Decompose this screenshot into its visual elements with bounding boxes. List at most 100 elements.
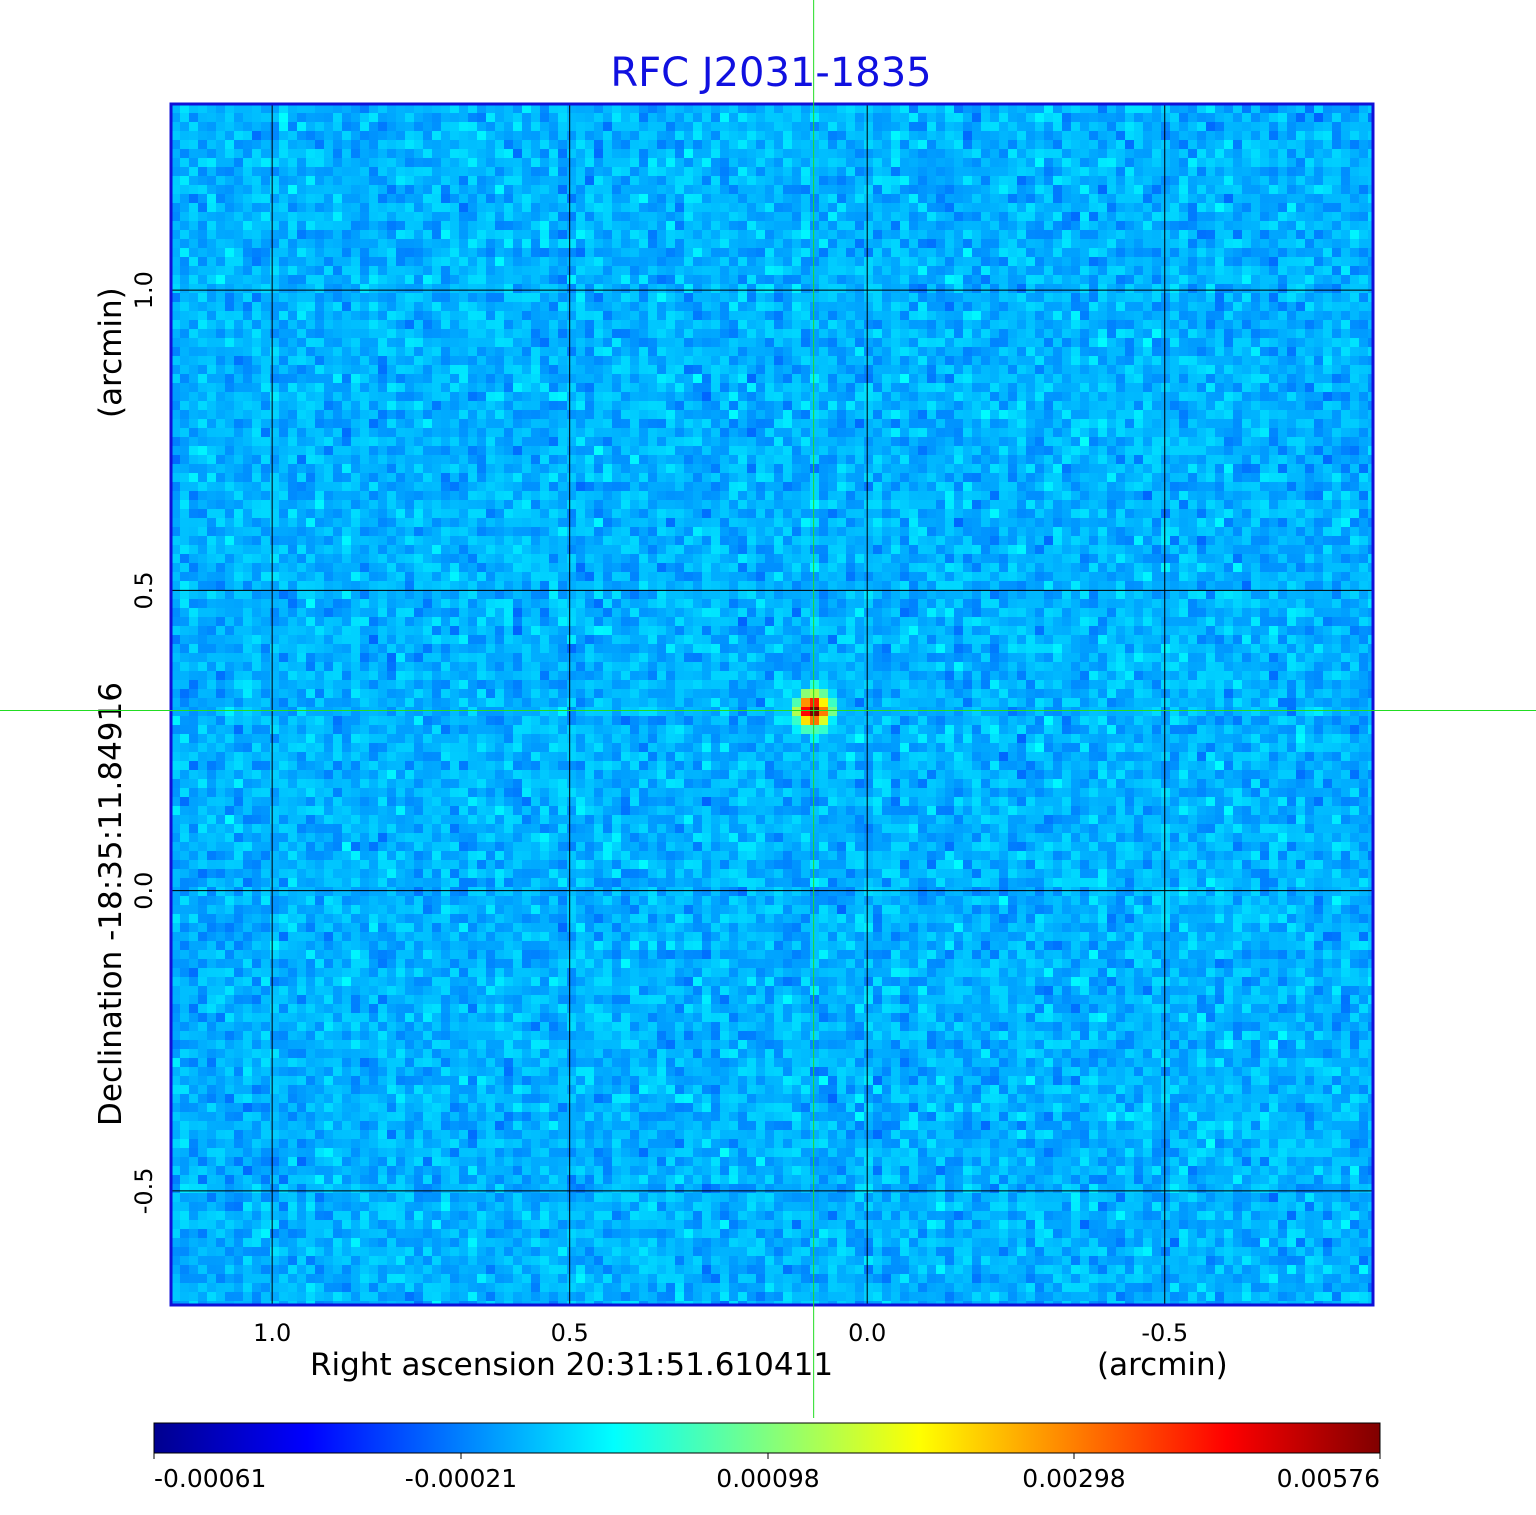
heatmap-cell xyxy=(1197,266,1207,276)
heatmap-cell xyxy=(522,329,532,339)
heatmap-cell xyxy=(216,437,226,447)
heatmap-cell xyxy=(864,212,874,222)
heatmap-cell xyxy=(405,131,415,141)
heatmap-cell xyxy=(450,311,460,321)
heatmap-cell xyxy=(1206,383,1216,393)
heatmap-cell xyxy=(801,140,811,150)
heatmap-cell xyxy=(1044,284,1054,294)
heatmap-cell xyxy=(1143,140,1153,150)
heatmap-cell xyxy=(1080,347,1090,357)
heatmap-cell xyxy=(1269,122,1279,132)
heatmap-cell xyxy=(1341,329,1351,339)
heatmap-cell xyxy=(540,320,550,330)
heatmap-cell xyxy=(720,320,730,330)
heatmap-cell xyxy=(936,365,946,375)
heatmap-cell xyxy=(747,230,757,240)
heatmap-cell xyxy=(1233,122,1243,132)
heatmap-cell xyxy=(882,140,892,150)
heatmap-cell xyxy=(756,239,766,249)
heatmap-cell xyxy=(207,329,217,339)
heatmap-cell xyxy=(1323,158,1333,168)
heatmap-cell xyxy=(702,167,712,177)
heatmap-cell xyxy=(963,329,973,339)
heatmap-cell xyxy=(1206,410,1216,420)
heatmap-cell xyxy=(270,311,280,321)
heatmap-cell xyxy=(558,167,568,177)
heatmap-cell xyxy=(999,176,1009,186)
heatmap-cell xyxy=(1215,122,1225,132)
heatmap-cell xyxy=(207,149,217,159)
heatmap-cell xyxy=(936,374,946,384)
heatmap-cell xyxy=(765,149,775,159)
heatmap-cell xyxy=(702,383,712,393)
heatmap-cell xyxy=(1341,302,1351,312)
heatmap-cell xyxy=(414,185,424,195)
heatmap-cell xyxy=(1062,428,1072,438)
heatmap-cell xyxy=(1008,248,1018,258)
heatmap-cell xyxy=(1242,401,1252,411)
heatmap-cell xyxy=(459,158,469,168)
heatmap-cell xyxy=(603,131,613,141)
heatmap-cell xyxy=(1017,140,1027,150)
heatmap-cell xyxy=(972,365,982,375)
heatmap-cell xyxy=(396,149,406,159)
heatmap-cell xyxy=(1305,266,1315,276)
heatmap-cell xyxy=(711,392,721,402)
heatmap-cell xyxy=(972,347,982,357)
heatmap-cell xyxy=(558,347,568,357)
heatmap-cell xyxy=(801,203,811,213)
heatmap-cell xyxy=(252,248,262,258)
heatmap-cell xyxy=(180,410,190,420)
heatmap-cell xyxy=(576,383,586,393)
heatmap-cell xyxy=(657,266,667,276)
heatmap-cell xyxy=(576,230,586,240)
heatmap-cell xyxy=(1296,428,1306,438)
heatmap-cell xyxy=(1062,320,1072,330)
heatmap-cell xyxy=(423,131,433,141)
heatmap-cell xyxy=(1359,392,1369,402)
heatmap-cell xyxy=(801,356,811,366)
heatmap-cell xyxy=(918,419,928,429)
heatmap-cell xyxy=(603,419,613,429)
heatmap-cell xyxy=(531,329,541,339)
heatmap-cell xyxy=(252,374,262,384)
heatmap-cell xyxy=(1332,365,1342,375)
heatmap-cell xyxy=(450,248,460,258)
heatmap-cell xyxy=(279,284,289,294)
heatmap-cell xyxy=(675,347,685,357)
heatmap-cell xyxy=(1026,149,1036,159)
heatmap-cell xyxy=(1251,113,1261,123)
heatmap-cell xyxy=(873,365,883,375)
heatmap-cell xyxy=(1305,212,1315,222)
heatmap-cell xyxy=(324,329,334,339)
heatmap-cell xyxy=(702,212,712,222)
heatmap-cell xyxy=(882,149,892,159)
heatmap-cell xyxy=(234,230,244,240)
heatmap-cell xyxy=(621,140,631,150)
heatmap-cell xyxy=(342,212,352,222)
heatmap-cell xyxy=(513,194,523,204)
heatmap-cell xyxy=(621,131,631,141)
heatmap-cell xyxy=(234,410,244,420)
heatmap-cell xyxy=(504,167,514,177)
heatmap-cell xyxy=(1152,347,1162,357)
heatmap-cell xyxy=(1224,293,1234,303)
heatmap-cell xyxy=(324,383,334,393)
heatmap-cell xyxy=(351,221,361,231)
heatmap-cell xyxy=(1332,113,1342,123)
heatmap-cell xyxy=(1278,176,1288,186)
heatmap-cell xyxy=(1323,131,1333,141)
heatmap-cell xyxy=(1161,176,1171,186)
heatmap-cell xyxy=(576,419,586,429)
heatmap-cell xyxy=(234,302,244,312)
heatmap-cell xyxy=(1206,212,1216,222)
heatmap-cell xyxy=(1107,176,1117,186)
heatmap-cell xyxy=(288,401,298,411)
heatmap-cell xyxy=(279,356,289,366)
heatmap-cell xyxy=(540,113,550,123)
heatmap-cell xyxy=(810,302,820,312)
heatmap-cell xyxy=(900,410,910,420)
heatmap-cell xyxy=(576,329,586,339)
heatmap-cell xyxy=(234,122,244,132)
heatmap-cell xyxy=(216,365,226,375)
